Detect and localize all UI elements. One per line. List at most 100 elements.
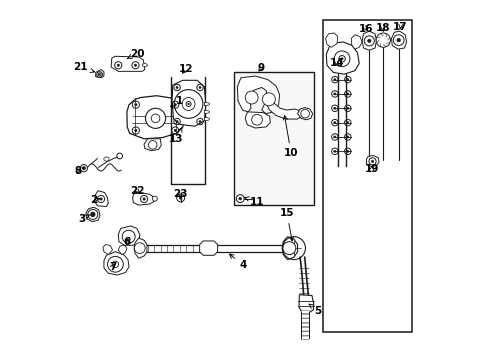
Polygon shape [132,192,154,205]
Circle shape [346,78,348,81]
Circle shape [346,136,348,138]
Polygon shape [301,332,309,335]
Circle shape [122,230,135,243]
Circle shape [396,38,400,42]
Circle shape [176,86,178,89]
Circle shape [346,107,348,109]
Text: 6: 6 [123,237,130,247]
Text: 5: 5 [308,304,321,316]
Polygon shape [265,100,301,119]
Polygon shape [204,102,209,106]
Text: 12: 12 [179,64,193,74]
Text: 14: 14 [329,58,344,68]
Polygon shape [204,110,209,114]
Polygon shape [144,139,161,150]
Text: 20: 20 [126,49,144,59]
Polygon shape [172,80,205,126]
Circle shape [182,98,195,111]
Polygon shape [325,42,359,74]
Circle shape [199,86,201,89]
Circle shape [367,39,370,42]
Polygon shape [351,35,362,49]
Circle shape [174,103,176,106]
Circle shape [174,129,176,132]
Polygon shape [96,69,104,78]
Polygon shape [142,63,147,67]
Circle shape [300,109,309,118]
Circle shape [152,196,157,201]
Text: 10: 10 [283,116,298,158]
Polygon shape [301,323,309,327]
Circle shape [346,150,348,152]
Circle shape [333,150,335,152]
Circle shape [134,103,137,106]
Circle shape [176,120,178,123]
Polygon shape [102,244,112,255]
Text: 16: 16 [358,24,372,34]
Circle shape [82,167,85,170]
Polygon shape [325,33,337,47]
Polygon shape [297,108,312,120]
Polygon shape [204,117,209,121]
Text: 18: 18 [375,23,389,33]
Polygon shape [298,295,313,313]
Polygon shape [118,226,140,245]
Text: 21: 21 [73,62,94,73]
Circle shape [117,64,119,67]
Circle shape [107,256,123,272]
Text: 4: 4 [229,254,246,270]
Polygon shape [366,156,378,166]
Circle shape [134,129,137,132]
Text: 11: 11 [244,197,264,207]
Text: 7: 7 [109,262,116,272]
Polygon shape [282,237,297,260]
Circle shape [333,136,335,138]
Polygon shape [362,31,376,50]
Text: 2: 2 [90,195,100,205]
Circle shape [262,93,275,106]
Circle shape [251,114,262,125]
Circle shape [179,197,182,199]
Circle shape [99,74,100,75]
Circle shape [340,58,343,60]
Polygon shape [104,252,129,275]
Circle shape [134,243,145,253]
Circle shape [88,210,98,220]
Bar [322,21,411,332]
Polygon shape [244,112,270,128]
Polygon shape [134,238,147,258]
Text: 13: 13 [169,128,183,144]
Circle shape [174,90,203,118]
Polygon shape [126,96,183,139]
Circle shape [333,51,349,67]
Text: 23: 23 [172,189,187,199]
Polygon shape [391,31,406,49]
Text: 8: 8 [74,166,81,176]
Circle shape [199,120,201,123]
Polygon shape [111,56,144,71]
Circle shape [375,33,389,47]
Polygon shape [301,336,309,339]
Text: 22: 22 [130,186,144,197]
Polygon shape [118,245,126,255]
Circle shape [333,78,335,81]
Circle shape [333,121,335,124]
Circle shape [370,160,373,163]
Polygon shape [104,157,109,161]
Text: 9: 9 [257,63,264,73]
Circle shape [134,64,137,67]
Polygon shape [94,191,108,207]
Polygon shape [301,310,309,314]
Text: 15: 15 [279,208,293,241]
Circle shape [282,242,295,255]
Circle shape [80,165,87,172]
Polygon shape [86,207,100,222]
Circle shape [97,72,102,77]
Text: 17: 17 [392,22,407,32]
Circle shape [148,140,157,149]
Circle shape [151,114,160,123]
Text: 3: 3 [79,214,89,224]
Circle shape [100,198,102,200]
Text: 1: 1 [170,96,183,107]
Polygon shape [301,319,309,322]
